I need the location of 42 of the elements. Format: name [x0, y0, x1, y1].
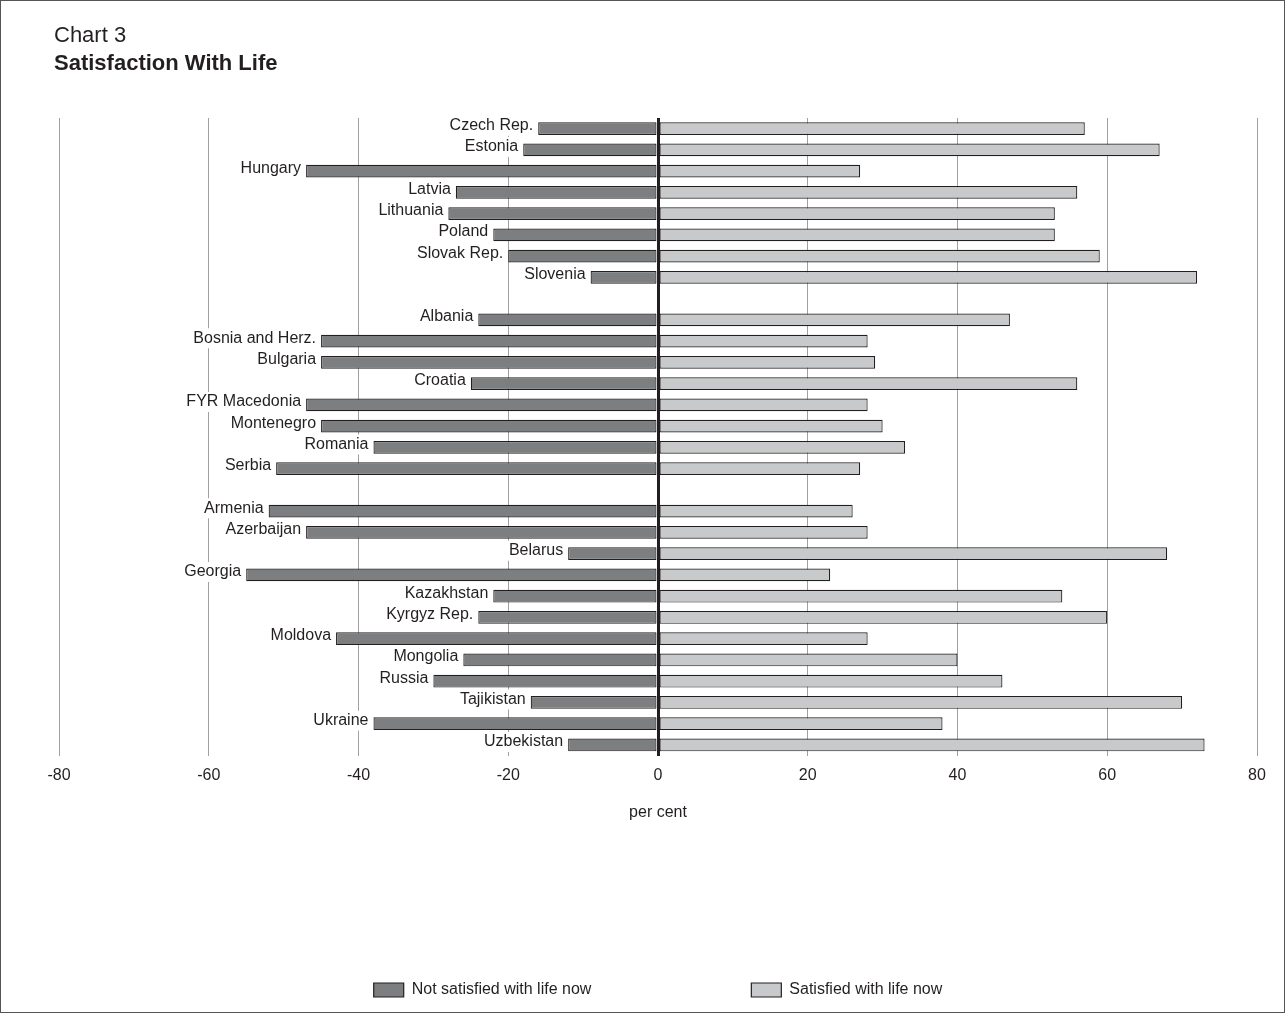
y-tick-label: Czech Rep. [449, 116, 534, 134]
y-tick-label: Armenia [204, 498, 264, 516]
y-tick-label: Slovak Rep. [416, 243, 504, 261]
legend-label: Satisfied with life now [789, 980, 943, 998]
y-tick-label: Ukraine [313, 711, 369, 729]
y-tick-label: Bulgaria [257, 349, 317, 367]
y-tick-label: Romania [304, 434, 369, 452]
y-tick-label: Slovenia [524, 264, 586, 282]
x-tick-label: -40 [346, 765, 371, 783]
y-tick-label: Albania [419, 307, 474, 325]
y-tick-label: Georgia [184, 562, 242, 580]
x-tick-label: 0 [653, 765, 663, 783]
y-tick-label: FYR Macedonia [186, 392, 302, 410]
y-tick-label: Kyrgyz Rep. [386, 604, 474, 622]
y-tick-label: Tajikistan [459, 689, 526, 707]
y-tick-label: Croatia [414, 371, 466, 389]
chart-subtitle: Chart 3 [54, 22, 127, 48]
y-tick-label: Latvia [408, 179, 451, 197]
y-tick-label: Lithuania [378, 201, 444, 219]
y-tick-label: Belarus [508, 541, 564, 559]
x-tick-label: 20 [798, 765, 817, 783]
x-tick-label: -60 [197, 765, 221, 783]
y-tick-label: Russia [379, 668, 429, 686]
x-tick-label: -80 [47, 765, 71, 783]
y-tick-label: Kazakhstan [404, 583, 489, 601]
x-tick-label: 80 [1248, 765, 1266, 783]
y-tick-label: Poland [438, 222, 489, 240]
x-tick-label: 60 [1098, 765, 1117, 783]
y-tick-label: Mongolia [393, 647, 459, 665]
y-tick-label: Estonia [464, 137, 519, 155]
legend-label: Not satisfied with life now [411, 980, 592, 998]
x-tick-label: 40 [948, 765, 967, 783]
chart-title: Satisfaction With Life [54, 50, 278, 76]
y-tick-label: Montenegro [230, 413, 317, 431]
y-tick-label: Azerbaijan [225, 519, 302, 537]
x-tick-label: -20 [496, 765, 520, 783]
y-tick-label: Serbia [224, 456, 272, 474]
y-tick-label: Uzbekistan [483, 732, 564, 750]
y-tick-label: Hungary [240, 158, 302, 176]
y-tick-label: Moldova [270, 626, 332, 644]
y-tick-label: Bosnia and Herz. [193, 328, 317, 346]
x-axis-title: per cent [629, 802, 688, 820]
